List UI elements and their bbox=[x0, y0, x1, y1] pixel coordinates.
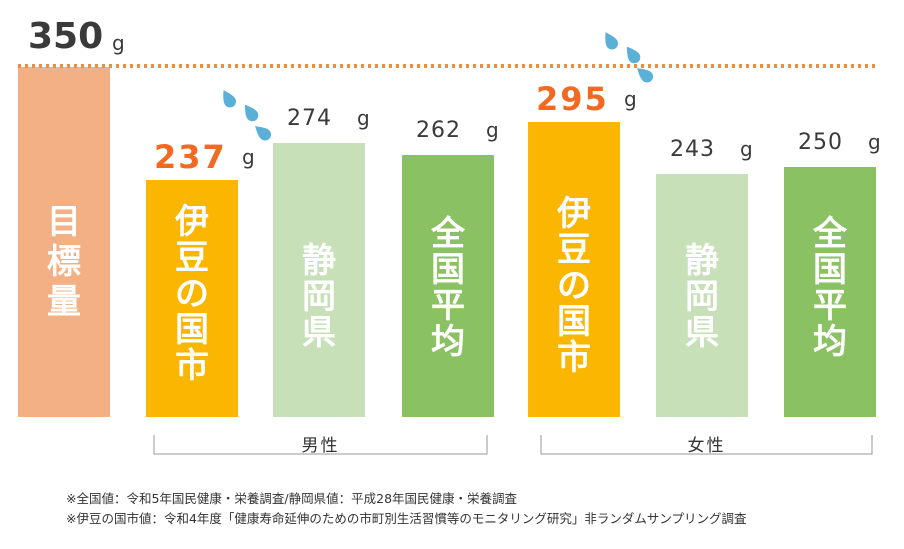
bar-female-1 bbox=[656, 174, 748, 417]
bar-category-char: 全 bbox=[812, 214, 848, 254]
bar-female-0 bbox=[528, 122, 620, 417]
value-unit: g bbox=[740, 137, 753, 161]
target-value-unit: g bbox=[112, 31, 125, 55]
drop-icon bbox=[605, 32, 618, 50]
bar-label-char: 標 bbox=[47, 242, 81, 282]
bar-category-char: の bbox=[175, 274, 209, 314]
bar-category-char: 県 bbox=[302, 313, 336, 353]
group-bracket bbox=[153, 435, 488, 455]
value-unit: g bbox=[868, 130, 881, 154]
drop-icon bbox=[223, 90, 236, 108]
bar-category-char: 静 bbox=[302, 241, 336, 281]
bar-female-2 bbox=[784, 167, 876, 417]
drop-icon bbox=[637, 68, 654, 83]
drop-icon bbox=[244, 104, 259, 122]
bar-label-char: 量 bbox=[47, 282, 81, 322]
bar-category-char: 県 bbox=[685, 313, 719, 353]
bar-category-char: 平 bbox=[813, 286, 847, 326]
group-bracket bbox=[540, 435, 873, 455]
bar-category-char: 全 bbox=[430, 214, 466, 254]
group-label: 男性 bbox=[302, 436, 340, 456]
bar-category-char: 市 bbox=[175, 346, 209, 386]
bar-category-char: 市 bbox=[557, 338, 591, 378]
target-value-label: 350 bbox=[28, 16, 103, 57]
bar-category-char: 豆 bbox=[557, 230, 591, 270]
bar-category-char: の bbox=[557, 266, 591, 306]
value-label: 262 bbox=[416, 118, 461, 143]
value-label: 237 bbox=[154, 138, 227, 176]
group-label: 女性 bbox=[688, 436, 726, 456]
bar-category-char: 岡 bbox=[302, 277, 336, 317]
bar-category-char: 国 bbox=[431, 250, 465, 290]
bar-category-char: 国 bbox=[557, 302, 591, 342]
bar-label-char: 目 bbox=[47, 202, 81, 242]
bar-category-char: 均 bbox=[813, 322, 847, 362]
bar-category-char: 国 bbox=[175, 310, 209, 350]
bar-category-char: 豆 bbox=[175, 238, 209, 278]
bar-category-char: 伊 bbox=[174, 202, 209, 242]
value-unit: g bbox=[242, 145, 255, 169]
bar-male-1 bbox=[273, 143, 365, 417]
value-unit: g bbox=[624, 87, 637, 111]
note-1: ※全国値：令和5年国民健康・栄養調査/静岡県値：平成28年国民健康・栄養調査 bbox=[66, 491, 518, 506]
bar-category-char: 均 bbox=[431, 322, 465, 362]
bar-category-char: 国 bbox=[813, 250, 847, 290]
bar-category-char: 岡 bbox=[685, 277, 719, 317]
bar-category-char: 平 bbox=[431, 286, 465, 326]
value-label: 243 bbox=[670, 137, 715, 162]
bar-male-2 bbox=[402, 155, 494, 417]
bar-category-char: 伊 bbox=[556, 194, 591, 234]
bar-label-target: 目標量 bbox=[47, 202, 81, 322]
drop-icon bbox=[626, 46, 641, 64]
note-2: ※伊豆の国市値：令和4年度「健康寿命延伸のための市町別生活習慣等のモニタリング研… bbox=[66, 511, 747, 526]
value-label: 250 bbox=[798, 130, 843, 155]
bar-male-0 bbox=[146, 180, 238, 417]
bar-category-char: 静 bbox=[685, 241, 719, 281]
value-label: 274 bbox=[287, 106, 332, 131]
value-unit: g bbox=[486, 118, 499, 142]
value-label: 295 bbox=[536, 80, 609, 118]
bar-target bbox=[18, 67, 110, 417]
value-unit: g bbox=[357, 106, 370, 130]
drop-icon bbox=[255, 126, 272, 141]
